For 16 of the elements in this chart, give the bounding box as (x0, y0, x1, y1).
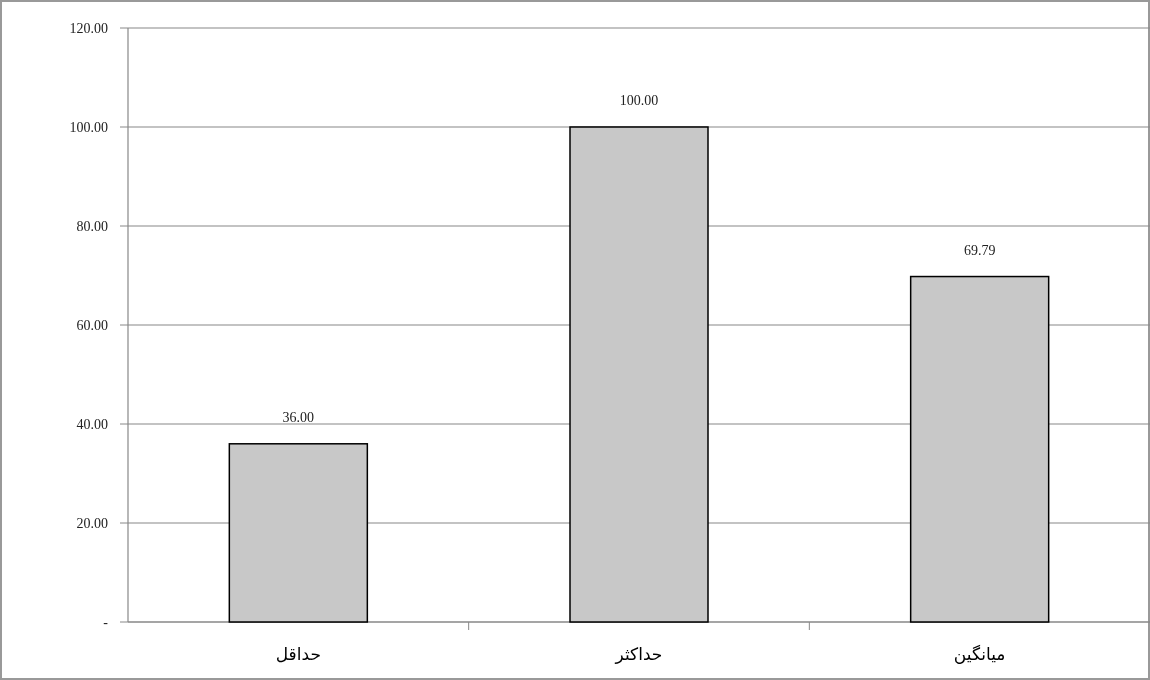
x-tick-label: میانگین (953, 644, 1006, 664)
data-label: 69.79 (963, 242, 996, 258)
y-tick-label: 100.00 (69, 120, 108, 135)
y-tick-label: - (103, 615, 109, 630)
bar (909, 275, 1050, 623)
y-tick-label: 60.00 (76, 318, 108, 333)
bar (569, 126, 709, 623)
y-tick-label: 20.00 (76, 516, 108, 531)
y-tick-label: 120.00 (69, 21, 108, 36)
data-label: 100.00 (619, 93, 659, 108)
x-tick-label: حداقل (275, 644, 321, 664)
y-tick-label: 40.00 (76, 417, 108, 432)
y-tick-label: 80.00 (76, 219, 108, 234)
bar (228, 443, 369, 623)
data-label: 36.00 (282, 409, 315, 425)
x-tick-label: حداکثر (614, 644, 663, 664)
